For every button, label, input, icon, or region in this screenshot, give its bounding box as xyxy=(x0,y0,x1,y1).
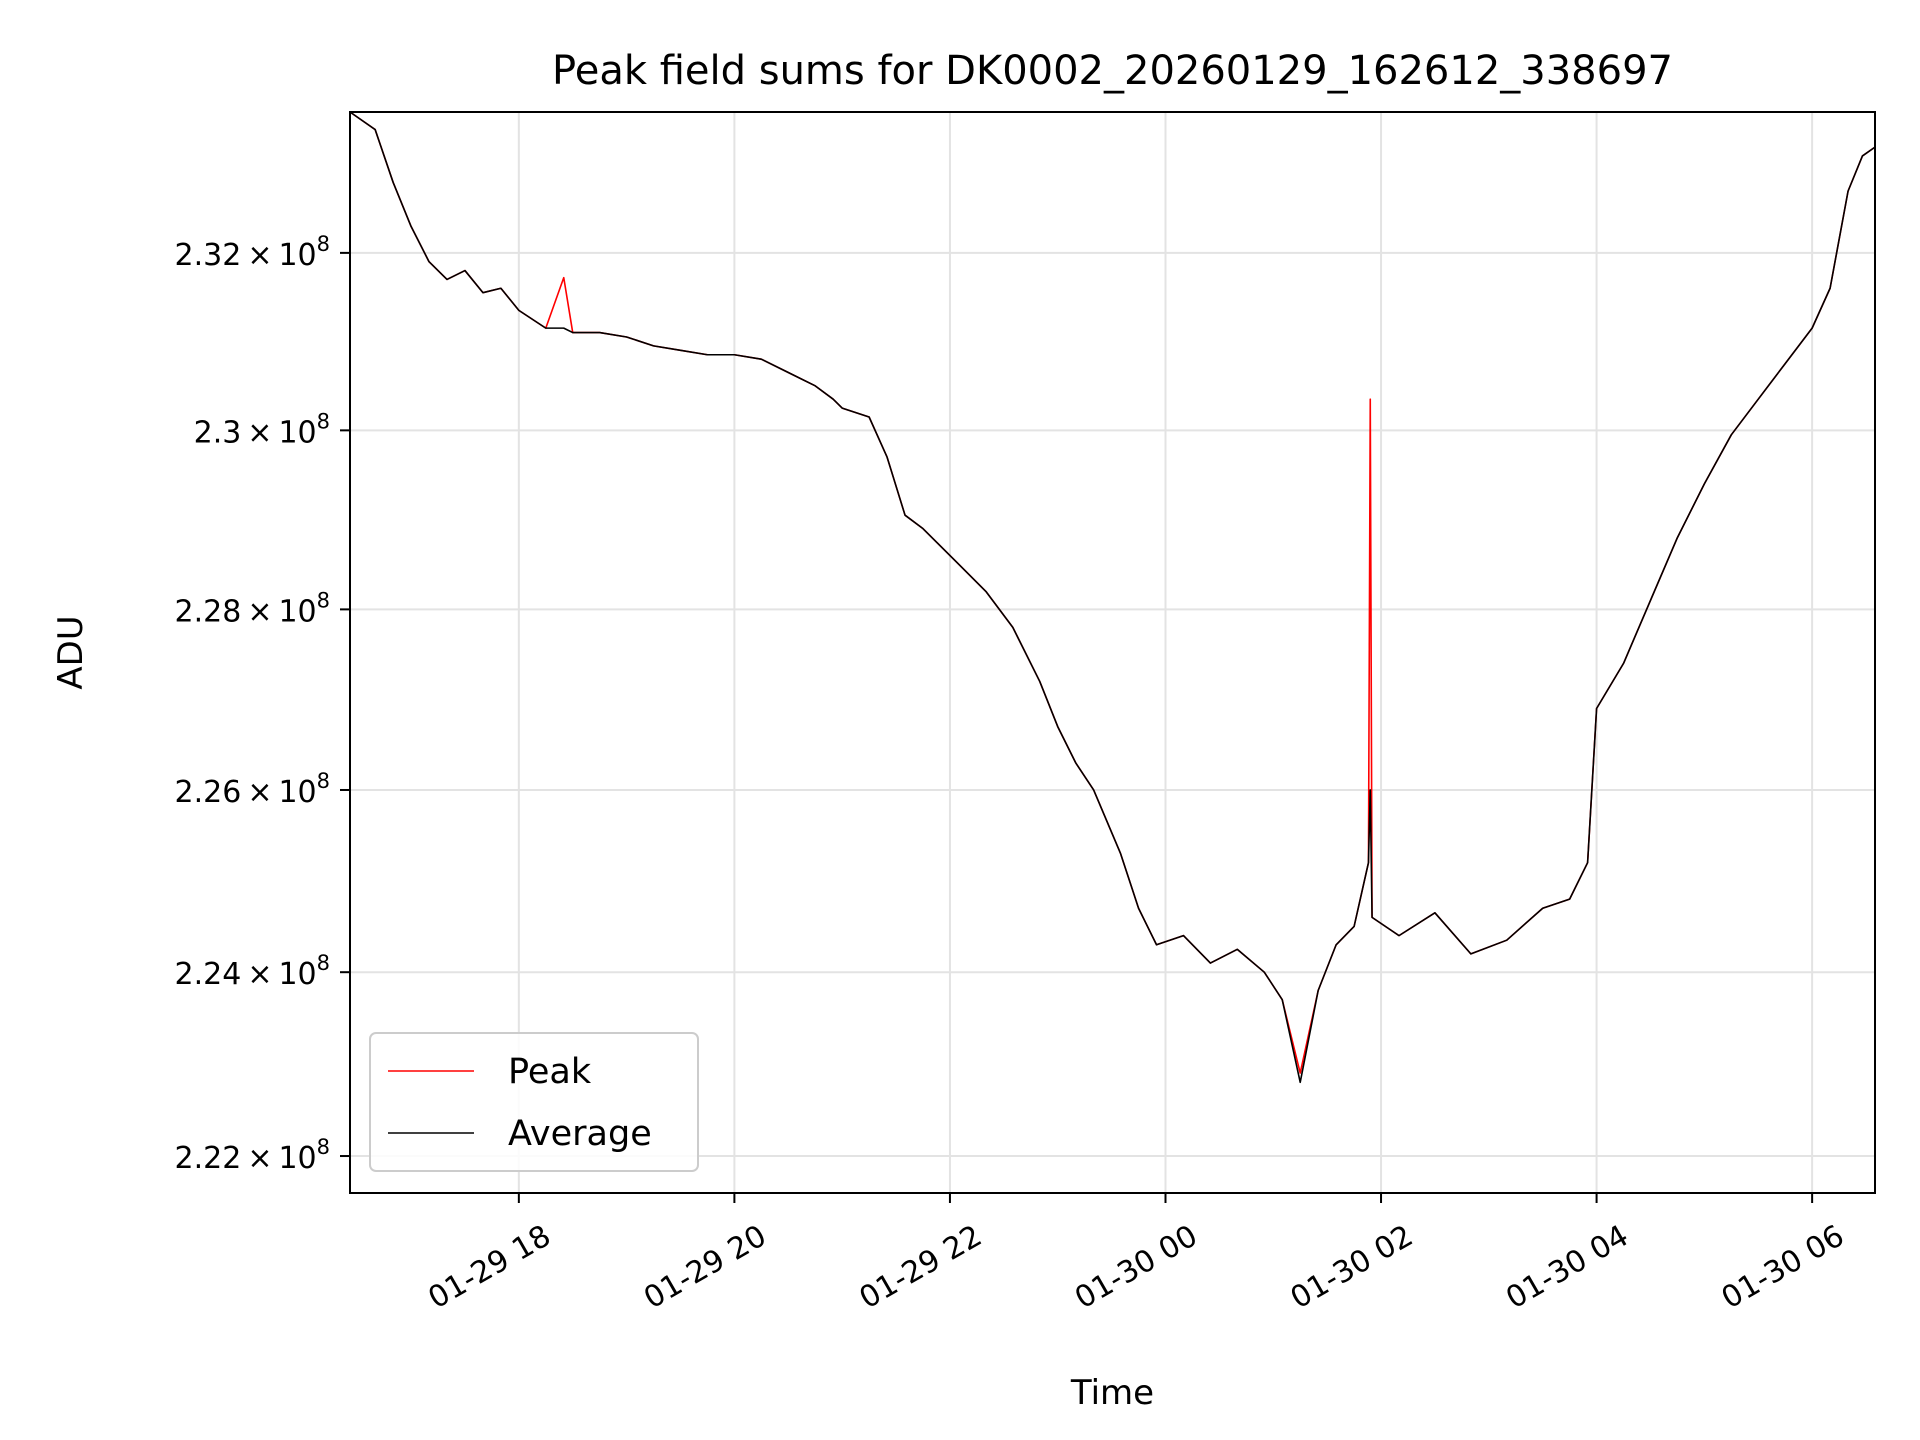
y-tick-label: 2.26 × 108 xyxy=(175,769,330,810)
y-tick-label: 2.32 × 108 xyxy=(175,232,330,273)
x-axis-label: Time xyxy=(1070,1373,1154,1413)
y-axis-ticks: 2.22 × 108 2.24 × 108 2.26 × 108 2.28 × 108… xyxy=(175,232,350,1176)
legend-label-peak: Peak xyxy=(508,1052,592,1092)
series-line-average xyxy=(349,111,1876,1084)
series-lines xyxy=(349,111,1876,1084)
chart-title: Peak field sums for DK0002_20260129_1626… xyxy=(552,48,1673,94)
y-tick-label: 2.3 × 108 xyxy=(194,409,330,450)
y-axis-label: ADU xyxy=(51,615,91,689)
grid-lines xyxy=(350,112,1875,1193)
y-tick-label: 2.24 × 108 xyxy=(175,951,330,992)
plot-area-frame xyxy=(349,111,1876,1194)
legend-label-average: Average xyxy=(508,1114,652,1154)
y-tick-label: 2.28 × 108 xyxy=(175,588,330,629)
legend: Peak Average xyxy=(369,1032,699,1172)
legend-box xyxy=(369,1032,699,1172)
y-tick-label: 2.22 × 108 xyxy=(175,1135,330,1176)
